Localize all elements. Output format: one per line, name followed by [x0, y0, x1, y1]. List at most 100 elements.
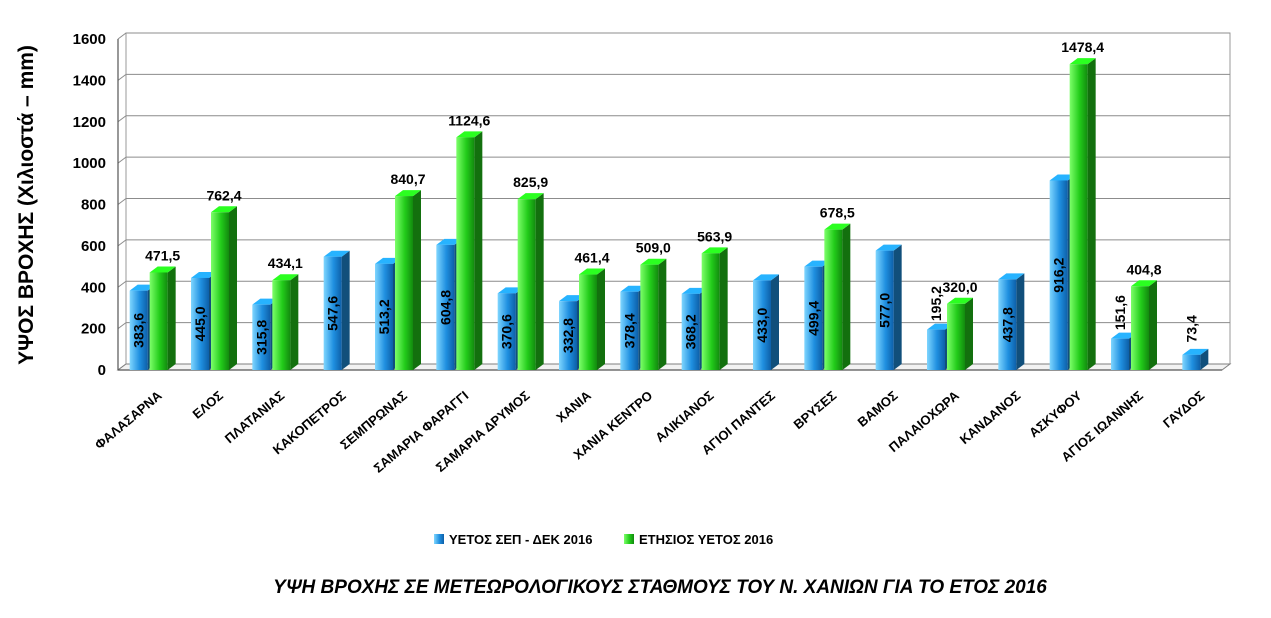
gridline-depth — [117, 280, 127, 288]
data-label-sep-dec: 370,6 — [499, 314, 515, 349]
bar-annual-side — [474, 131, 483, 370]
bar-sep-dec-top — [1049, 174, 1076, 181]
y-tick-label: 200 — [81, 321, 106, 338]
x-tick-label: ΒΡΥΣΕΣ — [791, 388, 840, 432]
bar-sep-dec — [875, 244, 902, 370]
bar-annual — [947, 297, 973, 370]
data-label-sep-dec: 332,8 — [560, 318, 576, 353]
x-tick-label: ΑΛΙΚΙΑΝΟΣ — [652, 388, 716, 445]
bar-sep-dec-front — [998, 279, 1017, 370]
gridline-depth — [117, 156, 127, 164]
x-tick-label: ΦΑΛΑΣΑΡΝΑ — [92, 387, 165, 452]
bar-sep-dec-front — [252, 304, 271, 370]
bar-annual-front — [149, 272, 168, 370]
gridline-depth — [117, 73, 127, 81]
bar-annual-front — [517, 199, 536, 370]
x-tick-labels: ΦΑΛΑΣΑΡΝΑ ΕΛΟΣΠΛΑΤΑΝΙΑΣΚΑΚΟΠΕΤΡΟΣΣΕΜΠΡΩΝΑ… — [92, 387, 1208, 475]
data-label-sep-dec: 604,8 — [437, 290, 453, 325]
bar-sep-dec-side — [341, 250, 350, 370]
bar-annual-side — [965, 297, 973, 370]
y-tick-labels: 0 200 400 600 800 1000 1200 1400 1600 — [73, 31, 106, 379]
bar-sep-dec — [753, 274, 779, 370]
bar-sep-dec-front — [681, 293, 700, 370]
data-label-annual: 563,9 — [697, 228, 732, 244]
data-label-sep-dec: 195,2 — [928, 286, 944, 321]
bar-annual — [211, 206, 237, 370]
x-tick-label: ΠΛΑΤΑΝΙΑΣ — [222, 388, 288, 446]
bar-annual-front — [579, 274, 597, 370]
bar-annual — [1131, 280, 1157, 370]
gridline-depth — [117, 239, 127, 247]
bar-annual — [579, 268, 605, 370]
bar-annual — [272, 274, 299, 370]
x-tick-label: ΒΑΜΟΣ — [855, 388, 901, 430]
bar-annual-side — [1149, 280, 1157, 370]
data-label-annual: 840,7 — [390, 171, 425, 187]
bar-annual-front — [1131, 286, 1149, 370]
bar-sep-dec-front — [323, 256, 342, 370]
y-axis-label: ΥΨΟΣ ΒΡΟΧΗΣ (Χιλιοστά – mm) — [15, 45, 38, 365]
bar-annual-top — [701, 247, 728, 254]
bar-annual-top — [1069, 58, 1096, 65]
bar-annual-front — [272, 280, 291, 370]
bar-sep-dec-top — [252, 298, 279, 305]
bar-annual — [640, 258, 667, 370]
bar-annual-top — [395, 190, 421, 197]
y-tick-label: 1200 — [73, 114, 106, 131]
bar-annual — [456, 131, 483, 370]
data-label-sep-dec: 151,6 — [1112, 295, 1128, 330]
bar-sep-dec-side — [1200, 348, 1209, 370]
bars — [129, 58, 1209, 370]
bar-annual-side — [658, 258, 667, 370]
gridline-depth — [117, 198, 127, 205]
bar-sep-dec-top — [323, 250, 350, 257]
legend-swatch-sep-dec — [434, 534, 444, 544]
bar-sep-dec-top — [998, 273, 1025, 280]
data-label-annual: 320,0 — [942, 279, 977, 295]
bar-annual — [824, 223, 851, 370]
data-label-sep-dec: 383,6 — [131, 313, 147, 348]
bar-sep-dec-top — [804, 260, 831, 267]
data-label-annual: 404,8 — [1126, 261, 1161, 277]
bar-annual-top — [1131, 280, 1157, 287]
bar-sep-dec-front — [375, 263, 393, 370]
data-label-sep-dec: 547,6 — [325, 296, 341, 331]
gridline-depth — [117, 32, 127, 40]
data-label-sep-dec: 513,2 — [376, 299, 392, 334]
bar-sep-dec-side — [771, 274, 779, 370]
data-label-sep-dec: 315,8 — [253, 320, 269, 355]
bar-sep-dec-top — [1111, 332, 1137, 339]
data-label-sep-dec: 437,8 — [999, 307, 1015, 342]
data-label-sep-dec: 445,0 — [192, 306, 208, 341]
bar-sep-dec-top — [681, 287, 708, 294]
bar-annual-front — [395, 196, 413, 370]
bar-annual — [395, 190, 421, 370]
bar-annual-front — [211, 212, 229, 370]
bar-annual — [1069, 58, 1096, 370]
bar-annual-top — [211, 206, 237, 213]
data-label-annual: 434,1 — [268, 255, 303, 271]
bar-annual-top — [824, 223, 851, 230]
data-label-annual: 471,5 — [145, 247, 180, 263]
data-label-annual: 762,4 — [206, 187, 241, 203]
bar-annual-front — [947, 303, 965, 370]
bar-sep-dec-front — [1182, 354, 1201, 370]
data-label-annual: 509,0 — [636, 240, 671, 256]
data-label-annual: 825,9 — [513, 174, 548, 190]
bar-sep-dec-front — [1049, 180, 1068, 370]
grid — [117, 32, 1231, 371]
legend: ΥΕΤΟΣ ΣΕΠ - ΔΕΚ 2016 ΕΤΗΣΙΟΣ ΥΕΤΟΣ 2016 — [434, 532, 773, 547]
data-labels: 383,6 471,5 445,0 762,4 315,8 434,1 547,6 513,2… — [131, 39, 1200, 355]
x-tick-label: ΧΑΝΙΑ — [553, 387, 594, 425]
bar-sep-dec-side — [1016, 273, 1025, 370]
x-tick-label: ΚΑΝΔΑΝΟΣ — [957, 388, 1024, 447]
bar-annual-side — [719, 247, 728, 370]
bar-sep-dec-front — [753, 280, 771, 370]
bar-annual-front — [701, 253, 720, 370]
y-tick-label: 1000 — [73, 155, 106, 172]
data-label-annual: 1124,6 — [448, 112, 490, 128]
bar-sep-dec-front — [436, 244, 455, 370]
bar-sep-dec-front — [1111, 338, 1129, 370]
bar-annual-top — [579, 268, 605, 275]
